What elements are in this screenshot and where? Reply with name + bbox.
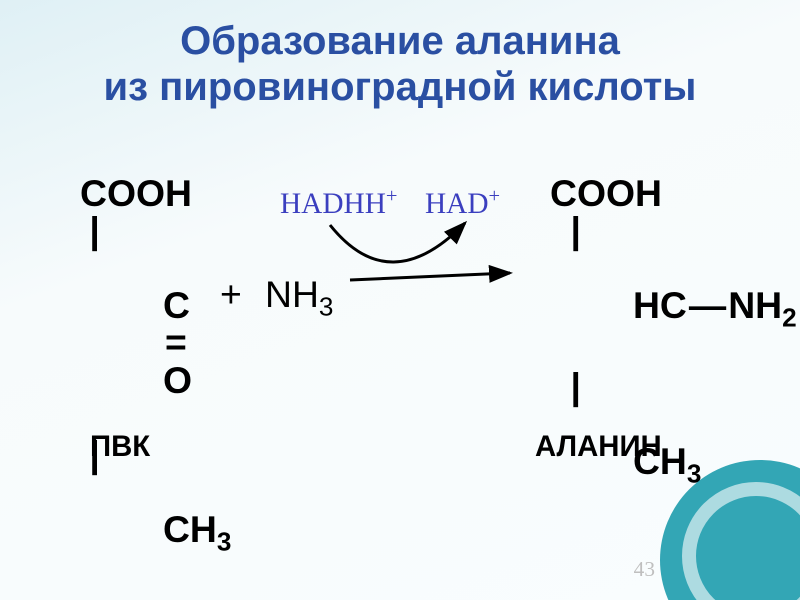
ala-hcnh2: HC—NH2 — [550, 250, 797, 368]
straight-arrow — [350, 273, 510, 280]
nh3-nh: NH — [265, 273, 319, 315]
pagenum-text: 43 — [634, 557, 655, 581]
ala-ch3-sub: 3 — [687, 458, 702, 488]
ala-nh2-sub: 2 — [782, 302, 797, 332]
plus-text: + — [220, 273, 242, 315]
reaction-diagram: COOH | C = O | CH3 + NH3 HADHH+ HAD+ — [80, 175, 720, 405]
pvk-dbl: = — [163, 321, 187, 363]
pvk-o: O — [163, 359, 192, 401]
pvk-cooh: COOH — [80, 175, 231, 212]
molecule-pvk: COOH | C = O | CH3 — [80, 175, 231, 592]
pvk-co: C = O — [80, 250, 231, 437]
pvk-ch3: CH3 — [80, 474, 231, 592]
title-line1: Образование аланина — [0, 18, 800, 64]
ala-hc: HC — [633, 284, 687, 326]
curved-arrow — [330, 223, 465, 262]
ala-nh: NH — [728, 284, 782, 326]
plus-sign: + — [220, 273, 242, 316]
pvk-bond1: | — [80, 212, 231, 249]
pvk-ch: CH — [163, 508, 217, 550]
label-pvk: ПВК — [90, 430, 150, 464]
label-alanine: АЛАНИН — [535, 430, 662, 464]
cof-left-sup: + — [386, 185, 398, 207]
slide-title: Образование аланина из пировиноградной к… — [0, 18, 800, 110]
slide: Образование аланина из пировиноградной к… — [0, 0, 800, 600]
reaction-arrow — [320, 205, 520, 305]
page-number: 43 — [634, 557, 655, 582]
cof-right-sup: + — [489, 185, 501, 207]
ala-bond2: | — [550, 368, 797, 405]
title-line2: из пировиноградной кислоты — [0, 64, 800, 110]
ala-dash: — — [687, 284, 728, 326]
ala-ch3: CH3 — [550, 405, 797, 523]
molecule-alanine: COOH | HC—NH2 | CH3 — [550, 175, 797, 523]
ala-cooh: COOH — [550, 175, 797, 212]
ala-bond1: | — [550, 212, 797, 249]
pvk-c: C — [163, 284, 190, 326]
pvk-ch3-sub: 3 — [217, 526, 232, 556]
